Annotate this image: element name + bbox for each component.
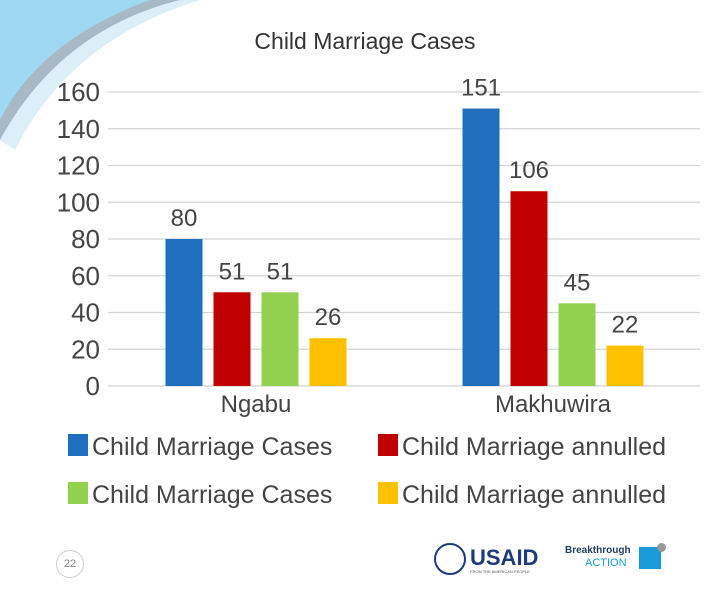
breakthrough-action-logo: Breakthrough ACTION <box>565 543 670 579</box>
legend-label: Child Marriage Cases <box>92 481 332 509</box>
corner-decoration-light <box>0 0 200 150</box>
bar <box>558 303 596 386</box>
chart-title: Child Marriage Cases <box>254 28 475 54</box>
bar <box>462 108 500 386</box>
y-tick-label: 20 <box>71 334 100 364</box>
usaid-logo: USAID FROM THE AMERICAN PEOPLE <box>434 543 539 579</box>
legend-swatch <box>68 434 88 456</box>
bar <box>213 292 251 386</box>
data-label: 151 <box>461 75 501 102</box>
y-tick-label: 140 <box>57 114 100 144</box>
legend-swatch <box>68 482 88 504</box>
breakthrough-text: Breakthrough <box>565 545 631 556</box>
bar <box>510 191 548 386</box>
y-tick-label: 0 <box>86 371 100 401</box>
y-tick-label: 120 <box>57 151 100 181</box>
y-tick-label: 60 <box>71 261 100 291</box>
data-label: 51 <box>267 258 294 285</box>
legend-label: Child Marriage annulled <box>402 433 666 461</box>
data-label: 22 <box>612 312 639 339</box>
x-tick-label: Ngabu <box>221 391 292 418</box>
action-text: ACTION <box>585 557 627 569</box>
legend-swatch <box>378 482 398 504</box>
usaid-tagline: FROM THE AMERICAN PEOPLE <box>470 569 530 574</box>
legend-label: Child Marriage Cases <box>92 433 332 461</box>
data-label: 51 <box>219 258 246 285</box>
bar <box>606 345 644 386</box>
data-label: 106 <box>509 157 549 184</box>
bar <box>261 292 299 386</box>
y-tick-label: 40 <box>71 298 100 328</box>
y-tick-label: 80 <box>71 224 100 254</box>
data-label: 80 <box>171 205 198 232</box>
y-tick-label: 160 <box>57 77 100 107</box>
corner-decoration-stripe <box>0 0 180 140</box>
legend-swatch <box>378 434 398 456</box>
x-tick-label: Makhuwira <box>495 391 612 418</box>
bar <box>165 239 203 386</box>
data-label: 26 <box>315 304 342 331</box>
legend-label: Child Marriage annulled <box>402 481 666 509</box>
page-number-badge: 22 <box>56 550 84 578</box>
bar <box>309 338 347 386</box>
usaid-wordmark: USAID <box>470 545 539 570</box>
data-label: 45 <box>564 269 591 296</box>
corner-decoration <box>0 0 180 140</box>
y-tick-label: 100 <box>57 187 100 217</box>
